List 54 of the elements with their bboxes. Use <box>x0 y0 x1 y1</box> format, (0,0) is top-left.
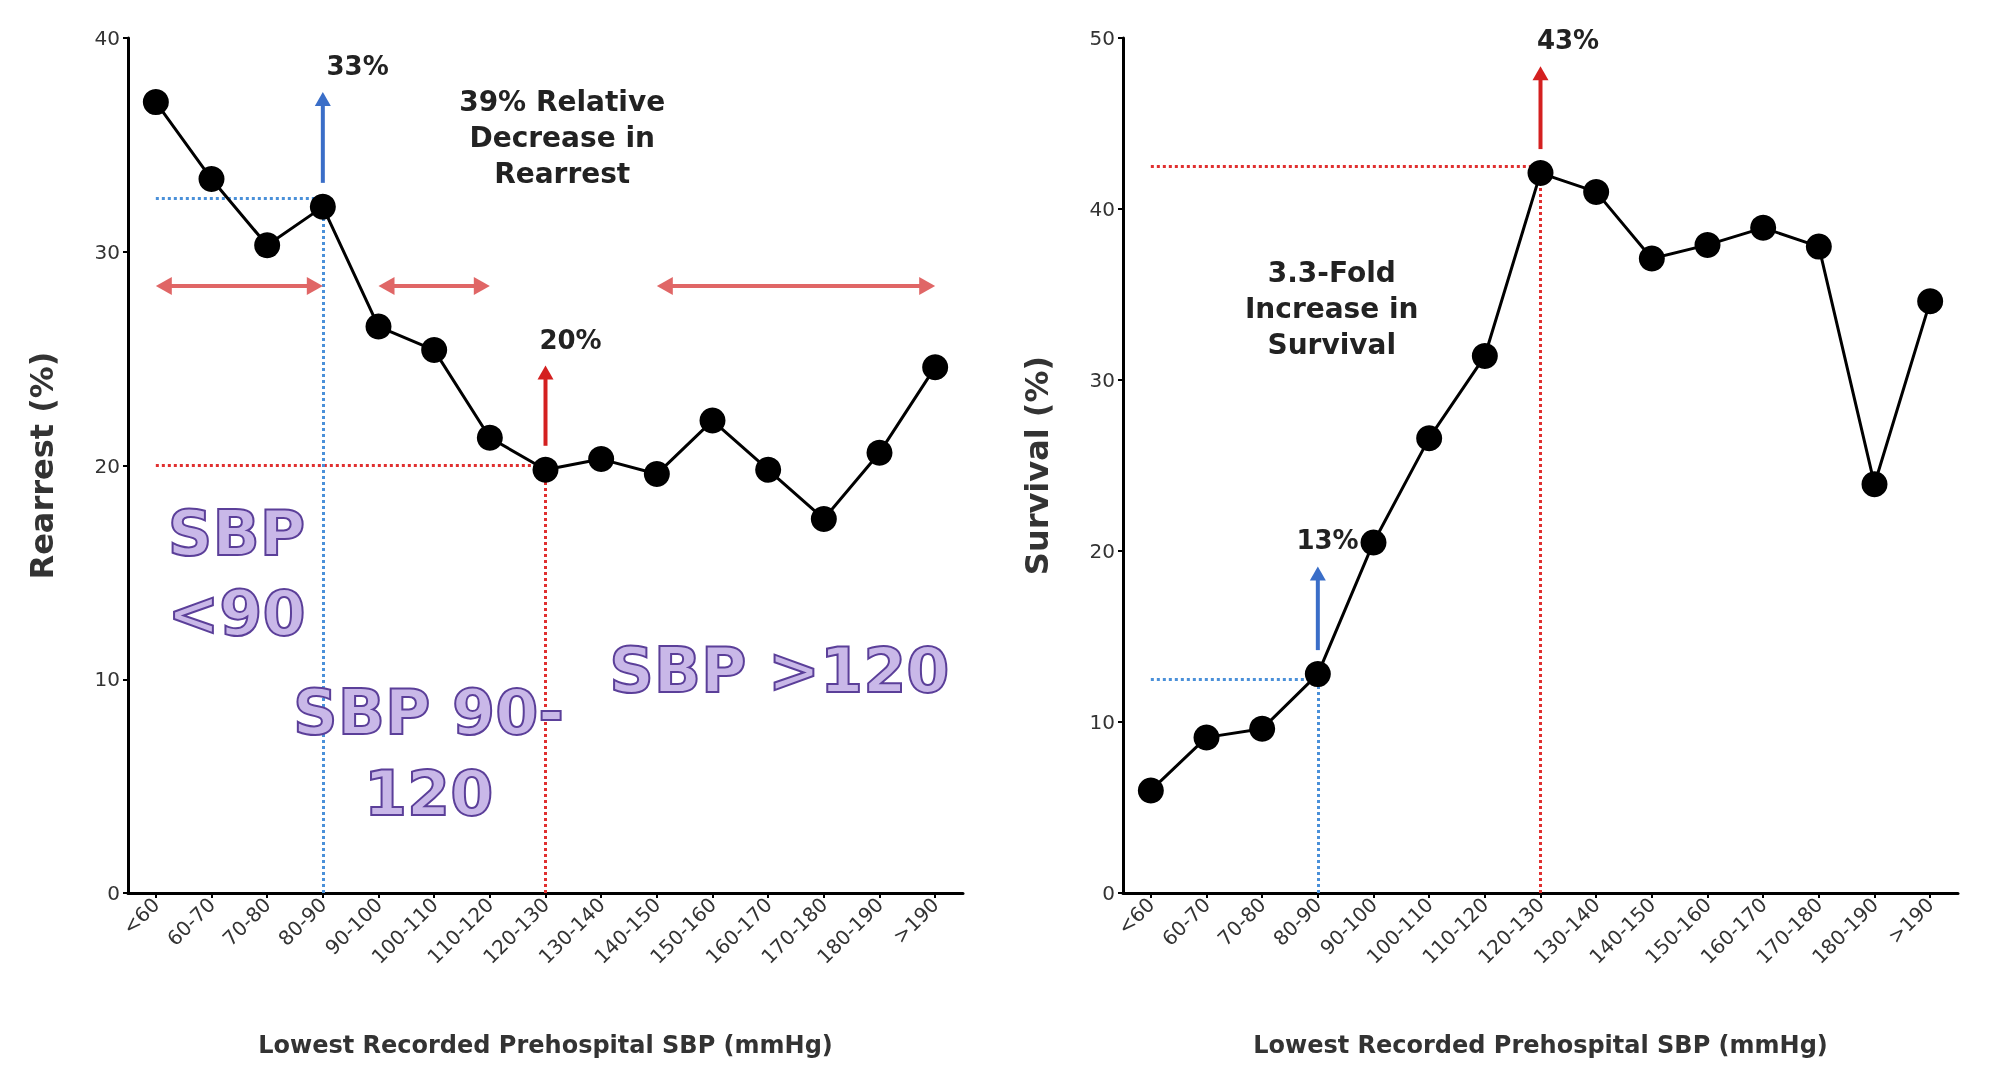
point <box>532 456 559 483</box>
point <box>588 446 615 473</box>
y-tick-label: 30 <box>1089 368 1115 392</box>
annotation: 20% <box>538 323 603 357</box>
annotation: 3.3-Fold Increase in Survival <box>1243 254 1420 364</box>
point <box>643 461 670 488</box>
point <box>1249 715 1276 742</box>
point <box>1527 160 1554 187</box>
y-tick-label: 40 <box>94 26 120 50</box>
y-tick-label: 40 <box>1089 197 1115 221</box>
annotation: 33% <box>325 49 390 83</box>
annotation: 39% Relative Decrease in Rearrest <box>458 83 667 193</box>
annotation: SBP 90-120 <box>292 675 566 833</box>
point <box>1193 724 1220 751</box>
point <box>309 193 336 220</box>
point <box>476 424 503 451</box>
point <box>1360 529 1387 556</box>
y-tick-label: 10 <box>1089 710 1115 734</box>
y-axis-title: Rearrest (%) <box>23 351 61 580</box>
point <box>1694 231 1721 258</box>
y-tick-label: 0 <box>1102 881 1115 905</box>
y-axis-title: Survival (%) <box>1018 355 1056 576</box>
point <box>198 166 225 193</box>
point <box>1917 288 1944 315</box>
point <box>254 232 281 259</box>
y-tick-label: 50 <box>1089 26 1115 50</box>
point <box>421 337 448 364</box>
point <box>365 313 392 340</box>
point <box>1805 233 1832 260</box>
annotation: 43% <box>1535 24 1601 58</box>
point <box>1750 214 1777 241</box>
point <box>866 439 893 466</box>
y-tick-label: 10 <box>94 667 120 692</box>
y-tick-label: 20 <box>94 453 120 478</box>
annotation: SBP <90 <box>166 495 307 653</box>
point <box>810 505 837 532</box>
y-tick-label: 20 <box>1089 539 1115 563</box>
x-axis-title: Lowest Recorded Prehospital SBP (mmHg) <box>258 1031 833 1059</box>
annotation: SBP >120 <box>608 632 951 709</box>
point <box>1304 661 1331 688</box>
x-axis-title: Lowest Recorded Prehospital SBP (mmHg) <box>1253 1031 1828 1059</box>
point <box>922 354 949 381</box>
annotation: 13% <box>1295 524 1360 558</box>
point <box>1638 245 1665 272</box>
point <box>699 407 726 434</box>
point <box>1861 471 1888 498</box>
y-tick-label: 0 <box>107 881 120 905</box>
point <box>1137 777 1164 804</box>
point <box>1416 425 1443 452</box>
point <box>142 89 169 116</box>
point <box>755 456 782 483</box>
point <box>1583 178 1610 205</box>
y-tick-label: 30 <box>94 239 120 264</box>
point <box>1471 343 1498 370</box>
